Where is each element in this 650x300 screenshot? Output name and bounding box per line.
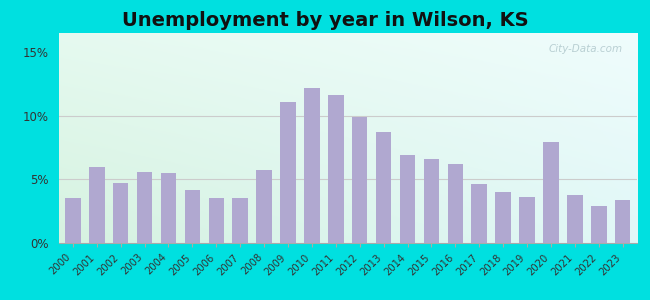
Bar [376, 132, 391, 243]
Bar [615, 200, 630, 243]
Text: City-Data.com: City-Data.com [549, 44, 623, 53]
Bar [424, 159, 439, 243]
Bar [89, 167, 105, 243]
Bar [209, 199, 224, 243]
Bar [400, 155, 415, 243]
Bar [113, 183, 129, 243]
Bar [136, 172, 152, 243]
Bar [567, 195, 582, 243]
Bar [304, 88, 320, 243]
Bar [185, 190, 200, 243]
Bar [65, 199, 81, 243]
Bar [495, 192, 511, 243]
Bar [519, 197, 535, 243]
Bar [543, 142, 559, 243]
Bar [448, 164, 463, 243]
Bar [233, 199, 248, 243]
Bar [280, 102, 296, 243]
Bar [256, 170, 272, 243]
Bar [591, 206, 606, 243]
Text: Unemployment by year in Wilson, KS: Unemployment by year in Wilson, KS [122, 11, 528, 29]
Bar [471, 184, 487, 243]
Bar [328, 95, 344, 243]
Bar [352, 117, 367, 243]
Bar [161, 173, 176, 243]
